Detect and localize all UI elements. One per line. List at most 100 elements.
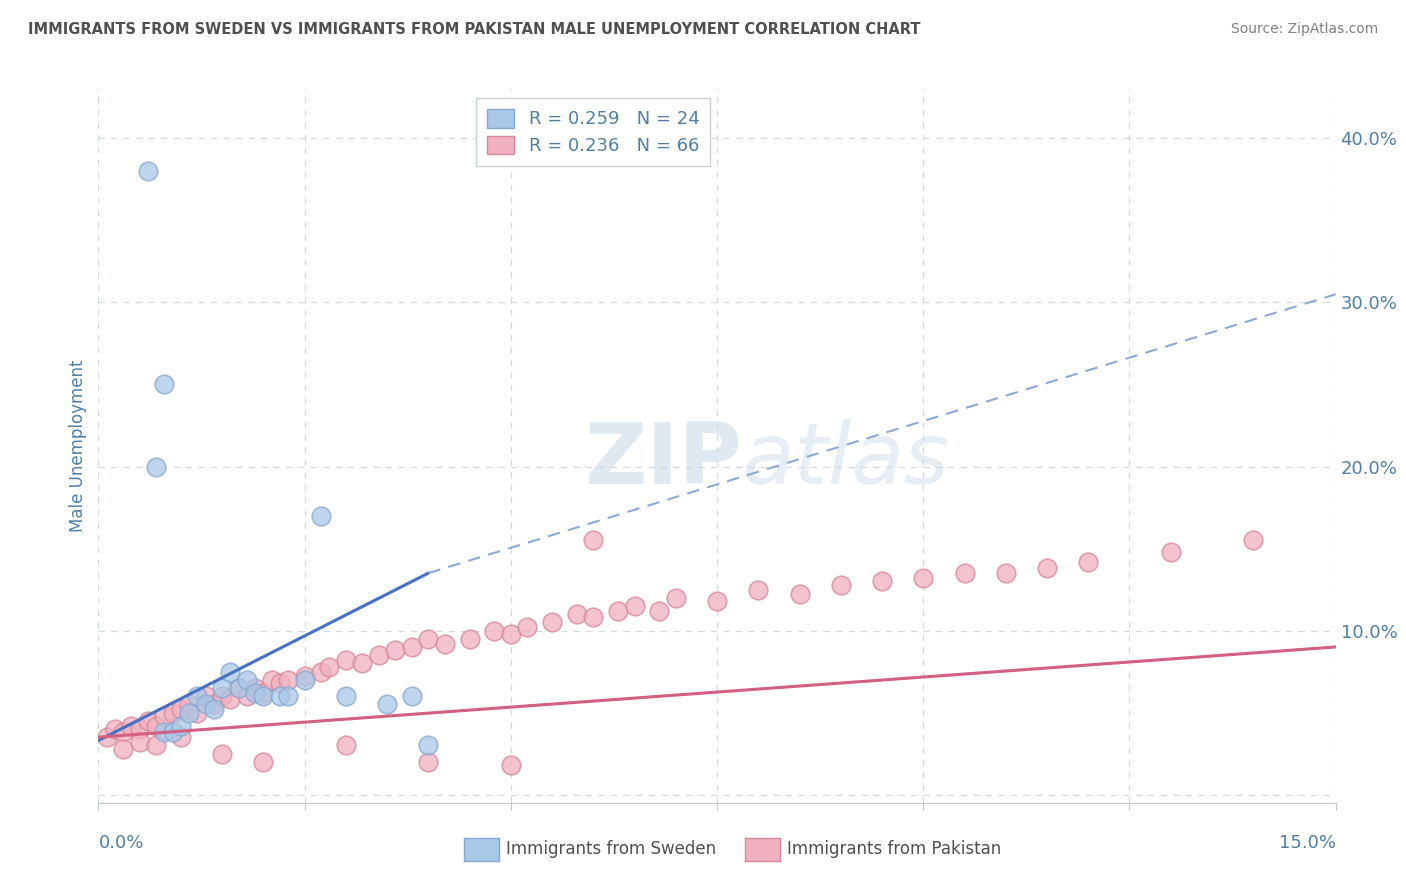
- Point: [145, 719, 167, 733]
- Point: [277, 673, 299, 687]
- Point: [418, 632, 440, 646]
- Point: [145, 459, 167, 474]
- Point: [294, 673, 316, 687]
- Point: [1241, 533, 1264, 548]
- Point: [236, 673, 259, 687]
- Point: [145, 739, 167, 753]
- Point: [418, 739, 440, 753]
- Point: [252, 755, 274, 769]
- Point: [128, 735, 150, 749]
- Point: [418, 755, 440, 769]
- Point: [352, 657, 374, 671]
- Point: [179, 706, 201, 720]
- Point: [565, 607, 588, 622]
- Point: [384, 643, 406, 657]
- Point: [269, 676, 291, 690]
- Point: [994, 566, 1017, 581]
- Point: [162, 706, 184, 720]
- Point: [96, 730, 118, 744]
- Point: [128, 722, 150, 736]
- Point: [194, 689, 217, 703]
- Text: Immigrants from Pakistan: Immigrants from Pakistan: [787, 840, 1001, 858]
- Point: [153, 377, 176, 392]
- Point: [309, 508, 332, 523]
- Point: [211, 689, 233, 703]
- Point: [335, 689, 357, 703]
- Point: [953, 566, 976, 581]
- Point: [153, 709, 176, 723]
- Point: [401, 689, 423, 703]
- Text: ZIP: ZIP: [583, 418, 742, 502]
- Point: [747, 582, 769, 597]
- Point: [219, 665, 242, 679]
- Point: [269, 689, 291, 703]
- Point: [912, 571, 935, 585]
- Y-axis label: Male Unemployment: Male Unemployment: [69, 359, 87, 533]
- Point: [136, 714, 159, 728]
- Point: [499, 627, 522, 641]
- Point: [516, 620, 538, 634]
- Point: [367, 648, 389, 662]
- Text: Source: ZipAtlas.com: Source: ZipAtlas.com: [1230, 22, 1378, 37]
- Point: [186, 689, 208, 703]
- Point: [433, 637, 456, 651]
- Point: [170, 702, 193, 716]
- Point: [236, 689, 259, 703]
- Point: [1077, 555, 1099, 569]
- Point: [186, 706, 208, 720]
- Point: [623, 599, 645, 613]
- Point: [870, 574, 893, 589]
- Point: [260, 673, 283, 687]
- Point: [607, 604, 630, 618]
- Point: [1036, 561, 1059, 575]
- Point: [179, 698, 201, 712]
- Point: [499, 758, 522, 772]
- Point: [318, 659, 340, 673]
- Point: [648, 604, 671, 618]
- Point: [582, 610, 605, 624]
- Point: [104, 722, 127, 736]
- Point: [789, 587, 811, 601]
- Text: atlas: atlas: [742, 418, 950, 502]
- Point: [202, 702, 225, 716]
- Point: [211, 681, 233, 695]
- Point: [170, 730, 193, 744]
- Point: [294, 669, 316, 683]
- Text: IMMIGRANTS FROM SWEDEN VS IMMIGRANTS FROM PAKISTAN MALE UNEMPLOYMENT CORRELATION: IMMIGRANTS FROM SWEDEN VS IMMIGRANTS FRO…: [28, 22, 921, 37]
- Point: [243, 686, 266, 700]
- Point: [309, 665, 332, 679]
- Point: [211, 747, 233, 761]
- Point: [582, 533, 605, 548]
- Point: [228, 681, 250, 695]
- Point: [706, 594, 728, 608]
- Text: Immigrants from Sweden: Immigrants from Sweden: [506, 840, 716, 858]
- Point: [830, 577, 852, 591]
- Point: [202, 698, 225, 712]
- Point: [219, 692, 242, 706]
- Point: [375, 698, 398, 712]
- Point: [252, 689, 274, 703]
- Point: [484, 624, 506, 638]
- Point: [335, 739, 357, 753]
- Text: 15.0%: 15.0%: [1278, 834, 1336, 852]
- Point: [170, 719, 193, 733]
- Point: [252, 686, 274, 700]
- Point: [458, 632, 481, 646]
- Point: [243, 681, 266, 695]
- Point: [228, 681, 250, 695]
- Text: 0.0%: 0.0%: [98, 834, 143, 852]
- Point: [335, 653, 357, 667]
- Point: [153, 725, 176, 739]
- Point: [194, 698, 217, 712]
- Point: [162, 725, 184, 739]
- Point: [401, 640, 423, 654]
- Point: [277, 689, 299, 703]
- Point: [112, 725, 135, 739]
- Point: [541, 615, 564, 630]
- Point: [136, 164, 159, 178]
- Point: [120, 719, 142, 733]
- Point: [665, 591, 688, 605]
- Point: [112, 741, 135, 756]
- Legend: R = 0.259   N = 24, R = 0.236   N = 66: R = 0.259 N = 24, R = 0.236 N = 66: [477, 98, 710, 166]
- Point: [1160, 545, 1182, 559]
